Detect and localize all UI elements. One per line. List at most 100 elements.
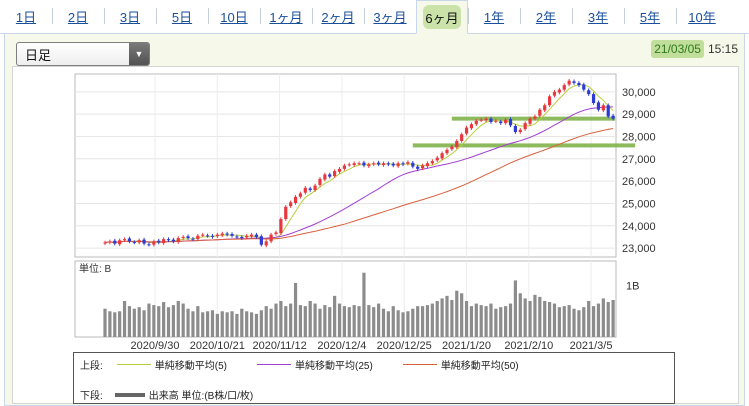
tab-10[interactable]: 2年 [520, 0, 572, 33]
candle-body [274, 232, 278, 235]
volume-bar [191, 311, 195, 337]
candle-body [215, 234, 219, 237]
volume-bar [235, 313, 239, 337]
volume-bar [245, 311, 249, 337]
volume-bar [587, 301, 591, 337]
candle-body [289, 202, 293, 207]
volume-bar [523, 298, 527, 337]
candle-body [147, 244, 151, 246]
candle-body [464, 127, 469, 134]
candle-body [264, 241, 268, 246]
candle-body [254, 234, 259, 237]
tab-label: 3年 [587, 9, 609, 25]
candle-body [430, 161, 434, 164]
candle-period-select[interactable]: 日足 ▼ [16, 42, 150, 66]
candle-body [591, 94, 596, 104]
volume-bar [274, 303, 278, 337]
candle-body [293, 196, 298, 203]
legend-ma25-line [257, 364, 292, 365]
last-updated: 21/03/05 15:15 [651, 40, 738, 58]
tab-8[interactable]: 6ヶ月 [416, 0, 468, 34]
date-tick-label: 2021/1/20 [442, 340, 491, 352]
volume-bar [264, 306, 268, 337]
candle-body [245, 235, 249, 238]
candle-body [396, 163, 400, 167]
candle-body [577, 82, 581, 86]
candle-body [347, 164, 351, 166]
volume-bar [303, 306, 307, 337]
tab-label: 1年 [483, 9, 505, 25]
volume-bar [313, 303, 317, 337]
period-tabs: 1日 2日 3日 5日 10日 1ヶ月 2ヶ月 3ヶ月 6ヶ月 1年 2年 3年 5年 10年 [0, 0, 749, 34]
volume-bar [416, 306, 420, 337]
candle-body [538, 109, 542, 116]
volume-bar [166, 307, 171, 337]
candle-body [523, 123, 527, 130]
volume-bar [533, 294, 537, 337]
tab-2[interactable]: 3日 [104, 0, 156, 33]
tab-3[interactable]: 5日 [156, 0, 208, 33]
tab-6[interactable]: 2ヶ月 [312, 0, 364, 33]
candle-body [210, 235, 215, 237]
volume-bar [103, 308, 107, 337]
candle-body [171, 239, 175, 242]
candle-body [469, 124, 474, 129]
volume-bar [210, 310, 215, 337]
candle-body [337, 168, 342, 172]
legend-ma5-label: 単純移動平均(5) [154, 361, 228, 372]
volume-bar [377, 303, 381, 337]
tab-label: 10年 [688, 9, 716, 25]
legend-ma50-line [402, 364, 437, 365]
tab-12[interactable]: 5年 [624, 0, 676, 33]
candle-body [440, 153, 444, 159]
tab-0[interactable]: 1日 [0, 0, 52, 33]
tab-label: 2年 [535, 9, 557, 25]
price-tick-label: 25,000 [622, 198, 656, 210]
candle-body [367, 164, 371, 167]
candle-body [513, 125, 517, 133]
candle-body [557, 89, 561, 93]
price-level-highlight [412, 143, 636, 148]
volume-bar [518, 293, 522, 337]
candle-body [562, 85, 566, 90]
tab-9[interactable]: 1年 [468, 0, 520, 33]
candle-body [303, 187, 307, 193]
tab-5[interactable]: 1ヶ月 [260, 0, 312, 33]
tab-4[interactable]: 10日 [208, 0, 260, 33]
tab-label: 3日 [119, 9, 141, 25]
volume-bar [479, 305, 483, 337]
volume-bar [411, 308, 415, 337]
candle-body [479, 119, 483, 121]
tab-1[interactable]: 2日 [52, 0, 104, 33]
volume-bar [460, 293, 464, 337]
volume-bar [543, 301, 547, 337]
price-tick-label: 29,000 [622, 109, 656, 121]
tab-label: 2日 [67, 9, 89, 25]
candle-body [435, 157, 439, 161]
date-tick-label: 2020/9/30 [131, 340, 180, 352]
candle-body [108, 241, 112, 243]
candle-body [181, 236, 185, 239]
legend-ma5-line [116, 364, 151, 365]
tab-label: 1日 [15, 9, 37, 25]
candle-body [362, 162, 366, 166]
candle-body [201, 234, 205, 236]
volume-bar [386, 311, 390, 337]
tab-7[interactable]: 3ヶ月 [364, 0, 416, 33]
candle-body [450, 146, 454, 150]
candle-body [572, 81, 576, 83]
volume-bar [113, 312, 117, 337]
volume-bar [499, 307, 503, 337]
chart-legend: 上段: 単純移動平均(5) 単純移動平均(25) 単純移動平均(50) 下段: … [73, 352, 675, 404]
tab-label: 5年 [639, 9, 661, 25]
tab-11[interactable]: 3年 [572, 0, 624, 33]
volume-bar [513, 280, 517, 337]
volume-bar [108, 311, 112, 337]
tab-13[interactable]: 10年 [676, 0, 728, 33]
volume-bar [293, 283, 298, 337]
volume-bar [132, 308, 136, 337]
volume-bar [504, 306, 508, 337]
volume-bar [249, 312, 254, 337]
volume-bar [122, 301, 127, 337]
candle-body [445, 149, 449, 154]
